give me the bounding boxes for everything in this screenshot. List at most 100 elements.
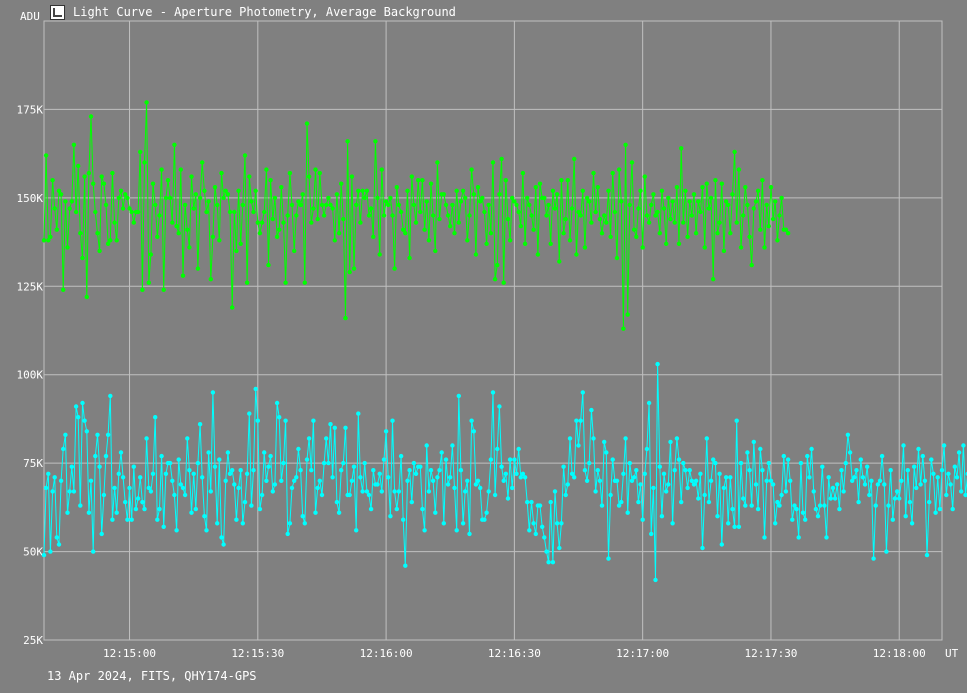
data-point <box>343 425 348 430</box>
data-point <box>589 220 594 225</box>
data-point <box>362 195 367 201</box>
data-point <box>516 209 521 215</box>
data-point <box>360 188 365 193</box>
data-point <box>619 499 624 505</box>
data-point <box>150 181 156 186</box>
data-point <box>897 496 902 501</box>
data-point <box>398 209 404 215</box>
data-point <box>676 457 682 462</box>
data-point <box>76 163 81 169</box>
data-point <box>905 468 910 473</box>
data-point <box>931 471 936 476</box>
data-point <box>46 238 51 243</box>
data-point <box>131 220 136 225</box>
data-point <box>717 220 722 225</box>
data-point <box>144 100 149 105</box>
data-point <box>144 436 149 441</box>
data-point <box>456 393 461 399</box>
data-point <box>805 453 810 459</box>
data-point <box>212 464 218 469</box>
data-point <box>653 213 658 218</box>
data-point <box>306 436 312 441</box>
data-point <box>884 549 889 554</box>
data-point <box>674 185 680 190</box>
data-point <box>762 535 767 540</box>
data-point <box>638 188 643 193</box>
data-point <box>636 206 641 211</box>
data-point <box>80 255 85 261</box>
data-point <box>73 209 79 215</box>
data-point <box>356 188 361 193</box>
data-point <box>114 510 119 515</box>
data-point <box>221 542 226 547</box>
data-point <box>185 227 190 232</box>
data-point <box>781 453 786 459</box>
data-point <box>445 482 451 487</box>
data-point <box>61 287 66 292</box>
data-point <box>546 560 551 565</box>
data-point <box>129 209 134 215</box>
data-point <box>631 227 637 232</box>
data-point <box>249 199 254 204</box>
data-point <box>924 552 930 558</box>
data-point <box>497 404 502 409</box>
data-point <box>762 245 767 250</box>
data-point <box>41 238 47 243</box>
data-point <box>430 478 436 483</box>
data-point <box>640 245 645 250</box>
data-point <box>200 475 205 480</box>
data-point <box>351 464 357 469</box>
data-point <box>313 167 318 172</box>
data-point <box>749 262 754 268</box>
data-point <box>552 489 558 494</box>
chart-series <box>41 100 967 583</box>
data-point <box>499 156 504 162</box>
data-point <box>800 510 806 515</box>
data-point <box>78 231 83 236</box>
data-point <box>86 170 92 176</box>
data-point <box>704 436 709 441</box>
data-point <box>58 478 64 483</box>
data-point <box>236 485 241 491</box>
data-point <box>576 209 581 215</box>
data-point <box>649 202 654 208</box>
data-point <box>516 446 521 452</box>
data-point <box>424 199 429 204</box>
data-point <box>225 450 231 455</box>
data-point <box>116 195 122 201</box>
data-point <box>760 178 765 183</box>
data-point <box>270 489 275 494</box>
data-point <box>869 478 874 483</box>
data-point <box>65 245 70 250</box>
data-point <box>287 521 293 526</box>
data-point <box>525 499 530 505</box>
data-point <box>413 471 419 476</box>
data-point <box>157 213 162 218</box>
data-point <box>283 280 288 285</box>
data-point <box>176 231 181 236</box>
data-point <box>914 485 919 491</box>
data-point <box>140 287 145 292</box>
data-point <box>227 471 233 476</box>
data-point <box>242 499 248 505</box>
data-point <box>813 506 819 512</box>
data-point <box>311 206 316 211</box>
light-curve-app-icon[interactable] <box>50 4 65 20</box>
data-point <box>52 206 57 211</box>
data-point <box>719 181 724 186</box>
data-point <box>450 202 455 208</box>
data-point <box>240 202 245 208</box>
y-tick-label: 50K <box>23 546 43 559</box>
data-point <box>110 517 115 522</box>
data-point <box>292 478 297 483</box>
data-point <box>719 542 724 547</box>
data-point <box>766 224 771 229</box>
data-point <box>625 312 630 317</box>
data-point <box>616 503 622 508</box>
data-point <box>604 220 609 225</box>
data-point <box>394 185 399 190</box>
data-point <box>138 475 143 480</box>
data-point <box>666 482 671 487</box>
data-point <box>65 510 70 515</box>
data-point <box>330 475 335 480</box>
